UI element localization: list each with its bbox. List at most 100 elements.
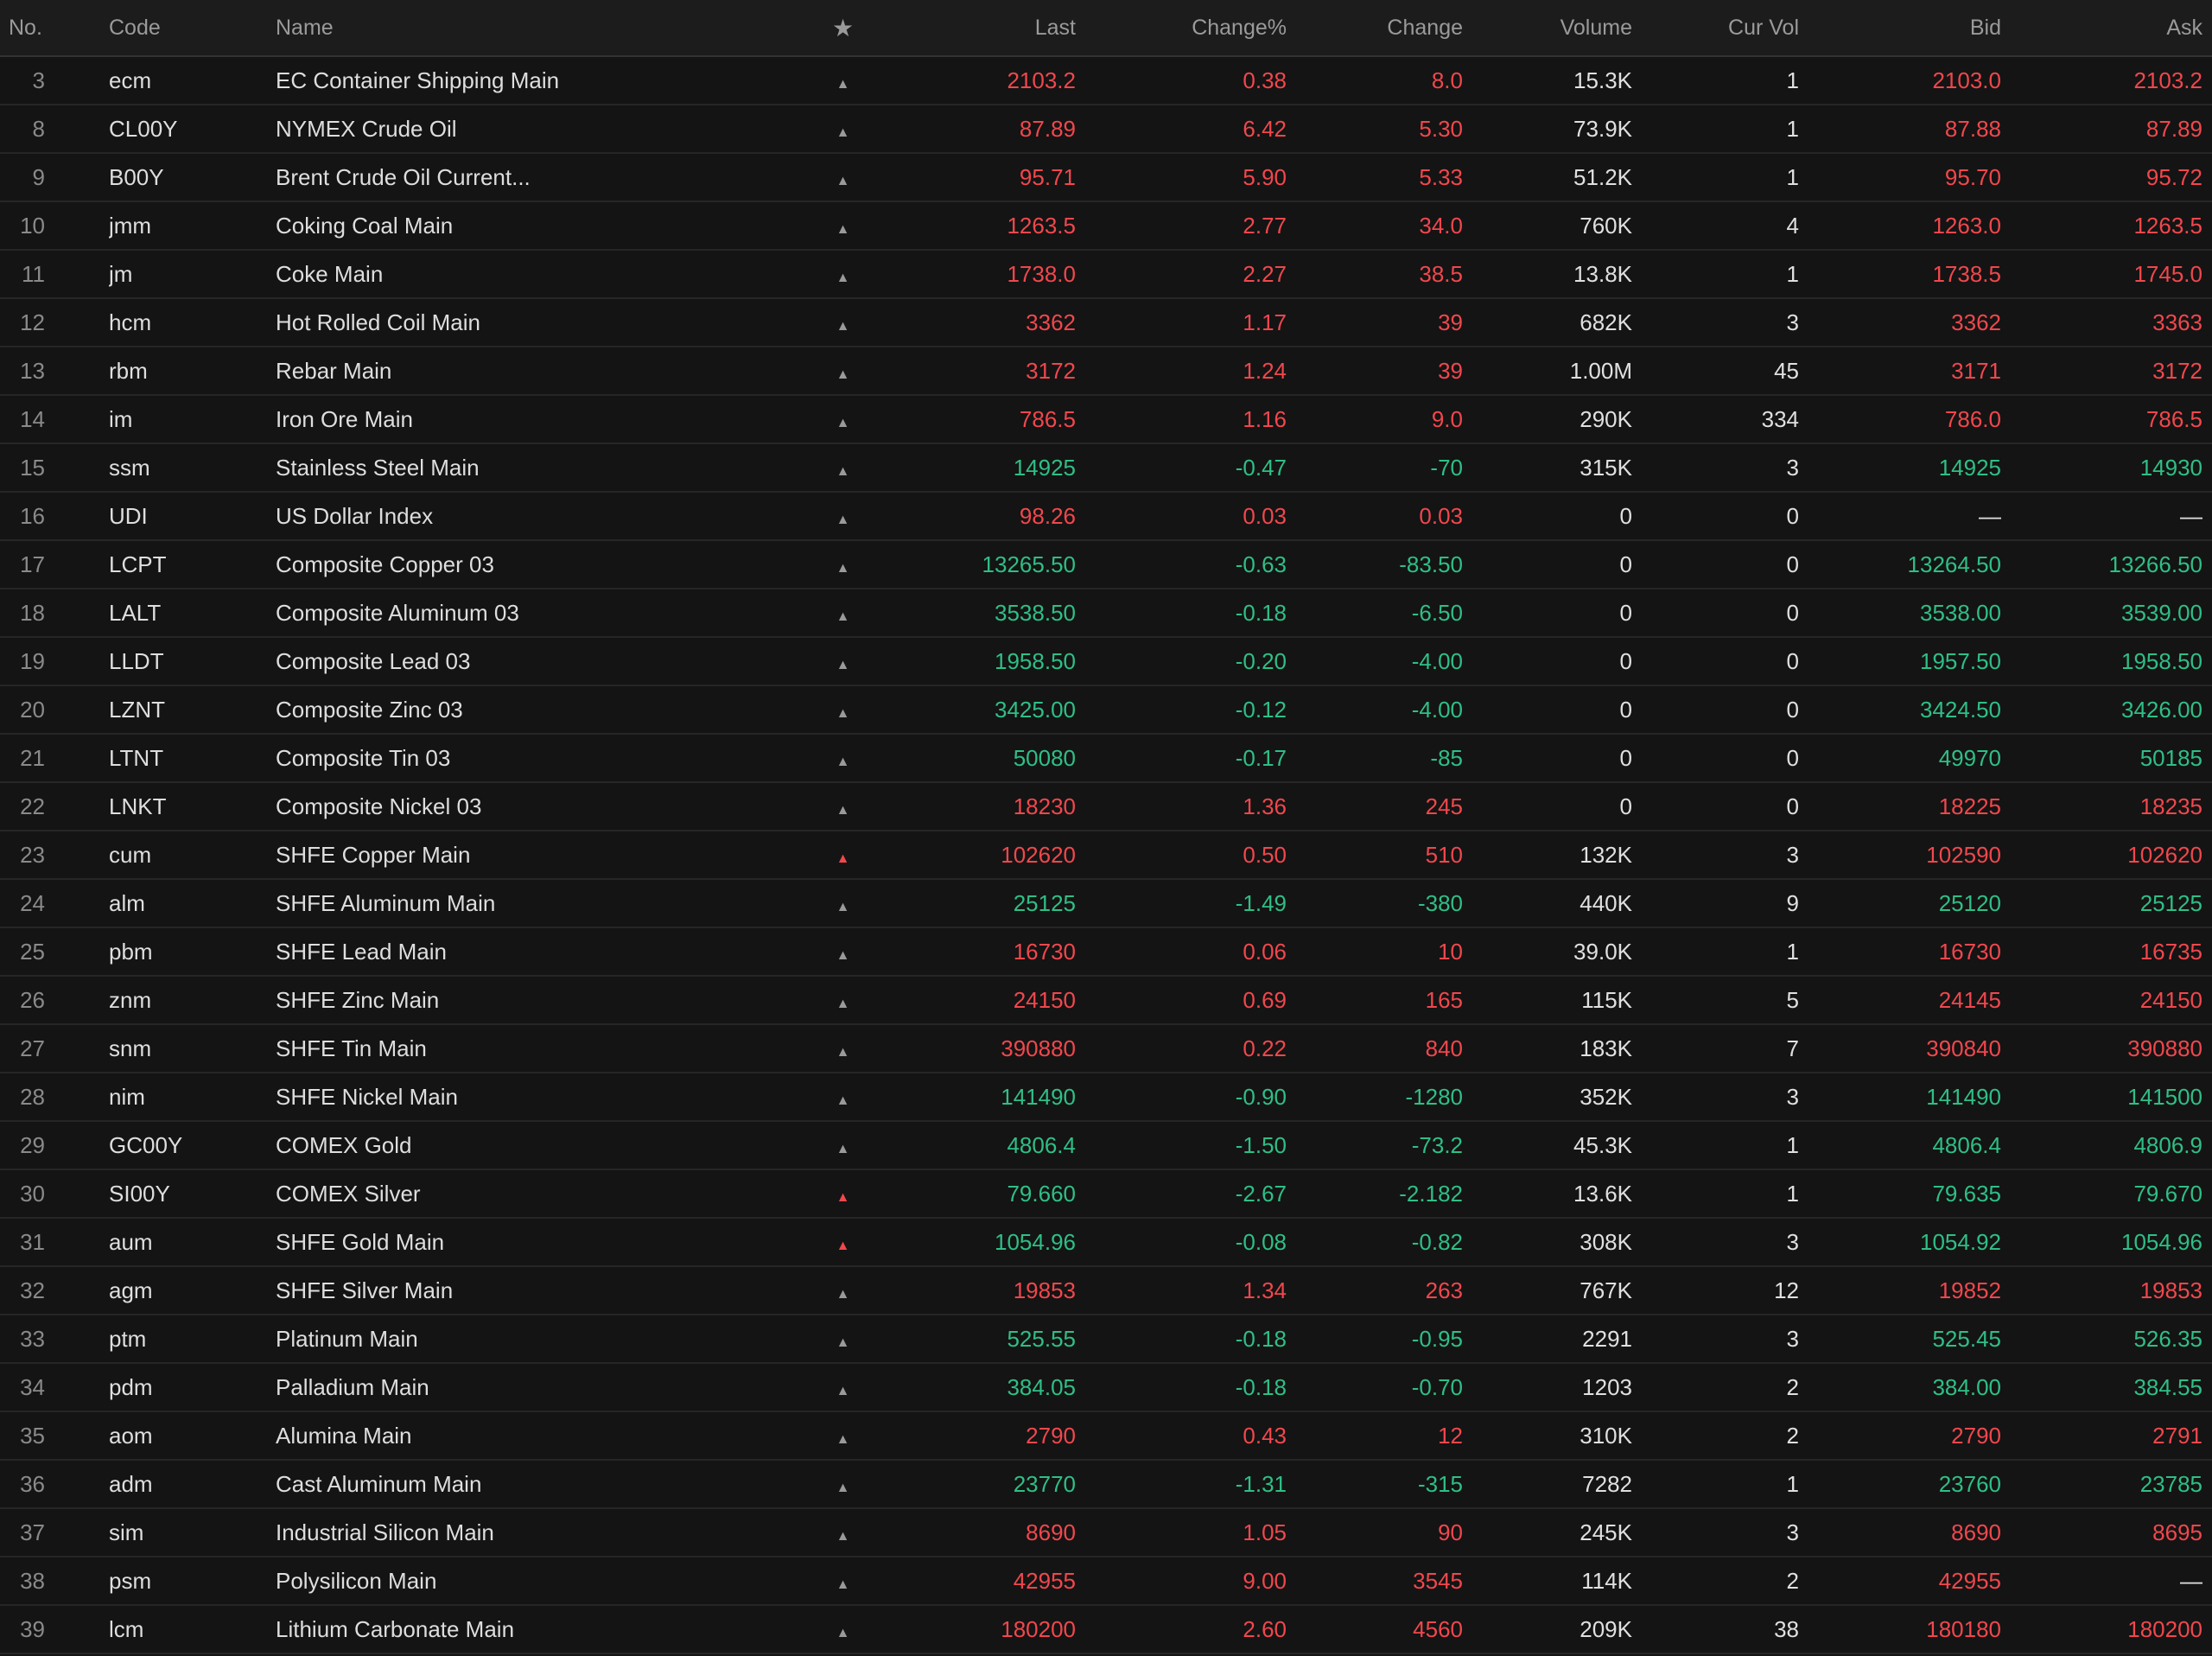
table-row[interactable]: 29 GC00Y COMEX Gold ▲ 4806.4 -1.50 -73.2 45.3K 1…: [0, 1122, 2212, 1170]
row-favorite[interactable]: ▲: [811, 1568, 874, 1595]
row-ask: 102620: [2127, 841, 2202, 868]
table-row[interactable]: 18 LALT Composite Aluminum 03 ▲ 3538.50 -0.18…: [0, 589, 2212, 638]
row-favorite[interactable]: ▲: [811, 1277, 874, 1304]
header-volume[interactable]: Volume: [1560, 15, 1632, 40]
row-favorite[interactable]: ▲: [811, 1374, 874, 1401]
table-row[interactable]: 35 aom Alumina Main ▲ 2790 0.43 12 310K 2 2790 279…: [0, 1412, 2212, 1461]
row-favorite[interactable]: ▲: [811, 406, 874, 433]
table-row[interactable]: 28 nim SHFE Nickel Main ▲ 141490 -0.90 -1280 35…: [0, 1073, 2212, 1122]
table-row[interactable]: 33 ptm Platinum Main ▲ 525.55 -0.18 -0.95 2291 3…: [0, 1315, 2212, 1364]
table-row[interactable]: 39 lcm Lithium Carbonate Main ▲ 180200 2.60 45…: [0, 1606, 2212, 1654]
table-row[interactable]: 30 SI00Y COMEX Silver ▲ 79.660 -2.67 -2.182 13.…: [0, 1170, 2212, 1219]
row-favorite[interactable]: ▲: [811, 455, 874, 481]
header-change-pct[interactable]: Change%: [1192, 15, 1287, 40]
row-cur-vol: 7: [1786, 1035, 1799, 1061]
header-cur-vol[interactable]: Cur Vol: [1728, 15, 1799, 40]
table-row[interactable]: 11 jm Coke Main ▲ 1738.0 2.27 38.5 13.8K 1 1738.5…: [0, 251, 2212, 299]
row-change: 34.0: [1419, 212, 1463, 239]
row-volume: 290K: [1580, 405, 1632, 432]
header-change[interactable]: Change: [1387, 15, 1463, 40]
table-row[interactable]: 31 aum SHFE Gold Main ▲ 1054.96 -0.08 -0.82 308…: [0, 1219, 2212, 1267]
table-row[interactable]: 12 hcm Hot Rolled Coil Main ▲ 3362 1.17 39 682K…: [0, 299, 2212, 347]
row-favorite[interactable]: ▲: [811, 842, 874, 869]
row-favorite[interactable]: ▲: [811, 939, 874, 965]
row-favorite[interactable]: ▲: [811, 1423, 874, 1449]
table-row[interactable]: 36 adm Cast Aluminum Main ▲ 23770 -1.31 -315 72…: [0, 1461, 2212, 1509]
row-favorite[interactable]: ▲: [811, 1229, 874, 1256]
header-ask[interactable]: Ask: [2166, 15, 2202, 40]
row-number: 13: [20, 357, 45, 384]
row-favorite[interactable]: ▲: [811, 890, 874, 917]
header-last[interactable]: Last: [1034, 15, 1076, 40]
row-number: 34: [20, 1373, 45, 1400]
row-last: 3425.00: [995, 696, 1076, 723]
table-row[interactable]: 34 pdm Palladium Main ▲ 384.05 -0.18 -0.70 1203…: [0, 1364, 2212, 1412]
row-code: LNKT: [109, 793, 167, 819]
table-row[interactable]: 24 alm SHFE Aluminum Main ▲ 25125 -1.49 -380 44…: [0, 880, 2212, 928]
row-number: 22: [20, 793, 45, 819]
triangle-up-icon: ▲: [836, 76, 850, 92]
table-row[interactable]: 21 LTNT Composite Tin 03 ▲ 50080 -0.17 -85 0 0 49…: [0, 735, 2212, 783]
triangle-up-icon: ▲: [836, 850, 850, 866]
row-last: 102620: [1001, 841, 1076, 868]
row-favorite[interactable]: ▲: [811, 1181, 874, 1207]
table-row[interactable]: 32 agm SHFE Silver Main ▲ 19853 1.34 263 767K 12…: [0, 1267, 2212, 1315]
row-favorite[interactable]: ▲: [811, 648, 874, 675]
row-favorite[interactable]: ▲: [811, 745, 874, 772]
row-bid: 2790: [1951, 1422, 2001, 1449]
table-row[interactable]: 19 LLDT Composite Lead 03 ▲ 1958.50 -0.20 -4.0…: [0, 638, 2212, 686]
row-favorite[interactable]: ▲: [811, 600, 874, 627]
table-row[interactable]: 8 CL00Y NYMEX Crude Oil ▲ 87.89 6.42 5.30 73.9K…: [0, 105, 2212, 154]
row-favorite[interactable]: ▲: [811, 1326, 874, 1353]
row-cur-vol: 1: [1786, 938, 1799, 965]
row-ask: 384.55: [2133, 1373, 2202, 1400]
table-row[interactable]: 17 LCPT Composite Copper 03 ▲ 13265.50 -0.63 -…: [0, 541, 2212, 589]
header-bid[interactable]: Bid: [1969, 15, 2001, 40]
table-row[interactable]: 27 snm SHFE Tin Main ▲ 390880 0.22 840 183K 7 390…: [0, 1025, 2212, 1073]
row-favorite[interactable]: ▲: [811, 213, 874, 239]
table-row[interactable]: 10 jmm Coking Coal Main ▲ 1263.5 2.77 34.0 760K…: [0, 202, 2212, 251]
row-last: 13265.50: [982, 551, 1076, 577]
header-code[interactable]: Code: [109, 15, 161, 40]
row-favorite[interactable]: ▲: [811, 1084, 874, 1111]
table-row[interactable]: 9 B00Y Brent Crude Oil Current... ▲ 95.71 5.9…: [0, 154, 2212, 202]
row-number: 32: [20, 1277, 45, 1303]
row-favorite[interactable]: ▲: [811, 261, 874, 288]
row-favorite[interactable]: ▲: [811, 793, 874, 820]
row-favorite[interactable]: ▲: [811, 987, 874, 1014]
row-favorite[interactable]: ▲: [811, 503, 874, 530]
header-name[interactable]: Name: [276, 15, 334, 40]
table-row[interactable]: 22 LNKT Composite Nickel 03 ▲ 18230 1.36 245 0 0…: [0, 783, 2212, 831]
row-favorite[interactable]: ▲: [811, 358, 874, 385]
table-row[interactable]: 20 LZNT Composite Zinc 03 ▲ 3425.00 -0.12 -4.0…: [0, 686, 2212, 735]
row-favorite[interactable]: ▲: [811, 309, 874, 336]
table-row[interactable]: 38 psm Polysilicon Main ▲ 42955 9.00 3545 114K 2…: [0, 1557, 2212, 1606]
row-favorite[interactable]: ▲: [811, 67, 874, 94]
star-icon: ★: [831, 14, 855, 41]
row-change: -83.50: [1399, 551, 1463, 577]
row-favorite[interactable]: ▲: [811, 1616, 874, 1643]
header-no[interactable]: No.: [9, 15, 42, 40]
row-favorite[interactable]: ▲: [811, 164, 874, 191]
table-row[interactable]: 14 im Iron Ore Main ▲ 786.5 1.16 9.0 290K 334 786…: [0, 396, 2212, 444]
table-row[interactable]: 16 UDI US Dollar Index ▲ 98.26 0.03 0.03 0 0 — —: [0, 493, 2212, 541]
row-change: -1280: [1405, 1083, 1464, 1110]
table-row[interactable]: 26 znm SHFE Zinc Main ▲ 24150 0.69 165 115K 5 241…: [0, 977, 2212, 1025]
table-row[interactable]: 3 ecm EC Container Shipping Main ▲ 2103.2 0.3…: [0, 57, 2212, 105]
table-row[interactable]: 23 cum SHFE Copper Main ▲ 102620 0.50 510 132K 3…: [0, 831, 2212, 880]
row-favorite[interactable]: ▲: [811, 1471, 874, 1498]
row-change: 39: [1438, 357, 1463, 384]
table-row[interactable]: 25 pbm SHFE Lead Main ▲ 16730 0.06 10 39.0K 1 167…: [0, 928, 2212, 977]
row-cur-vol: 1: [1786, 1131, 1799, 1158]
table-row[interactable]: 37 sim Industrial Silicon Main ▲ 8690 1.05 90 2…: [0, 1509, 2212, 1557]
row-favorite[interactable]: ▲: [811, 1132, 874, 1159]
header-favorite[interactable]: ★: [811, 14, 874, 42]
row-favorite[interactable]: ▲: [811, 1035, 874, 1062]
table-row[interactable]: 13 rbm Rebar Main ▲ 3172 1.24 39 1.00M 45 3171 317…: [0, 347, 2212, 396]
row-volume: 0: [1619, 744, 1632, 771]
row-favorite[interactable]: ▲: [811, 697, 874, 723]
row-favorite[interactable]: ▲: [811, 1519, 874, 1546]
row-favorite[interactable]: ▲: [811, 116, 874, 143]
table-row[interactable]: 15 ssm Stainless Steel Main ▲ 14925 -0.47 -70 3…: [0, 444, 2212, 493]
row-favorite[interactable]: ▲: [811, 551, 874, 578]
